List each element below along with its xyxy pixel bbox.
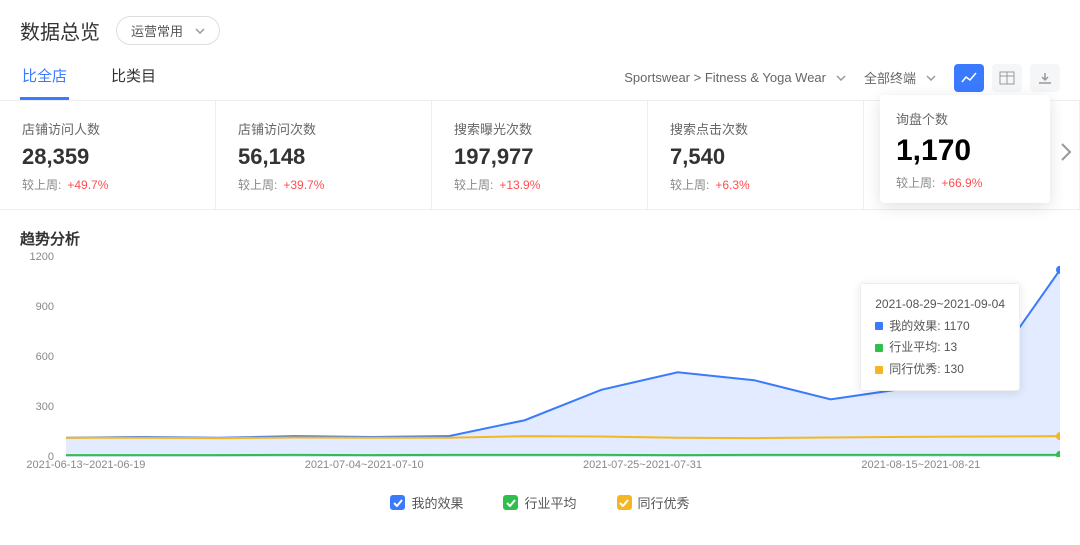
metric-label: 搜索点击次数 [670,119,843,138]
tooltip-dot [875,366,883,374]
end-marker [1056,266,1060,274]
metric-card-2[interactable]: 搜索曝光次数 197,977 较上周:+13.9% [432,101,648,209]
tooltip-text: 同行优秀: 130 [889,359,964,381]
y-tick: 300 [36,401,54,413]
metric-label: 询盘个数 [896,109,1034,128]
metric-delta: +49.7% [67,178,108,192]
x-tick: 2021-06-13~2021-06-19 [26,459,145,471]
tab-1[interactable]: 比类目 [109,55,158,100]
metric-compare: 较上周:+66.9% [896,174,1034,191]
x-tick: 2021-08-15~2021-08-21 [861,459,980,471]
y-tick: 600 [36,351,54,363]
metric-label: 店铺访问次数 [238,119,411,138]
tooltip-row: 行业平均: 13 [875,337,1005,359]
legend-checkbox[interactable] [390,495,405,510]
trend-chart-section: 趋势分析 03006009001200 2021-08-29~2021-09-0… [0,210,1080,522]
tooltip-dot [875,322,883,330]
metric-value: 56,148 [238,144,411,170]
x-tick: 2021-07-04~2021-07-10 [305,459,424,471]
legend-label: 同行优秀 [638,493,690,512]
check-icon [506,499,516,507]
tabs-left: 比全店比类目 [20,55,158,100]
terminal-label: 全部终端 [864,68,916,87]
chart-tooltip: 2021-08-29~2021-09-04我的效果: 1170行业平均: 13同… [860,283,1020,391]
table-view-button[interactable] [992,64,1022,92]
tooltip-date: 2021-08-29~2021-09-04 [875,294,1005,316]
check-icon [619,499,629,507]
tab-0[interactable]: 比全店 [20,55,69,100]
y-tick: 1200 [30,251,54,263]
metrics-next-arrow[interactable] [1060,142,1072,168]
x-tick: 2021-07-25~2021-07-31 [583,459,702,471]
export-button[interactable] [1030,64,1060,92]
page-header: 数据总览 运营常用 [0,0,1080,55]
chart-plot: 2021-08-29~2021-09-04我的效果: 1170行业平均: 13同… [66,265,1060,457]
y-tick: 900 [36,301,54,313]
legend-item-0[interactable]: 我的效果 [390,493,463,512]
view-dropdown[interactable]: 运营常用 [116,16,220,45]
legend-checkbox[interactable] [503,495,518,510]
metric-value: 197,977 [454,144,627,170]
metric-value: 28,359 [22,144,195,170]
legend-item-1[interactable]: 行业平均 [503,493,576,512]
tooltip-row: 我的效果: 1170 [875,316,1005,338]
tooltip-dot [875,344,883,352]
tooltip-row: 同行优秀: 130 [875,359,1005,381]
metrics-row: 店铺访问人数 28,359 较上周:+49.7% 店铺访问次数 56,148 较上周:+3… [0,101,1080,210]
chevron-down-icon [836,75,846,81]
metric-value: 1,170 [896,134,1034,168]
chart-view-button[interactable] [954,64,984,92]
metric-card-5[interactable]: 询盘个数 1,170 较上周:+66.9% [880,95,1050,203]
view-dropdown-label: 运营常用 [131,21,183,40]
metric-delta: +13.9% [499,178,540,192]
legend-label: 我的效果 [411,493,463,512]
terminal-dropdown[interactable]: 全部终端 [864,68,936,87]
metric-delta: +39.7% [283,178,324,192]
metric-value: 7,540 [670,144,843,170]
chart-legend: 我的效果 行业平均 同行优秀 [20,487,1060,522]
download-icon [1037,71,1053,85]
check-icon [393,499,403,507]
metric-card-0[interactable]: 店铺访问人数 28,359 较上周:+49.7% [0,101,216,209]
tabs-right: Sportswear > Fitness & Yoga Wear 全部终端 [624,64,1060,92]
metric-label: 店铺访问人数 [22,119,195,138]
view-mode-group [954,64,1060,92]
page-title: 数据总览 [20,16,100,45]
chart-title: 趋势分析 [20,228,1060,249]
metric-delta: +66.9% [941,176,982,190]
tooltip-text: 我的效果: 1170 [889,316,969,338]
legend-checkbox[interactable] [617,495,632,510]
x-axis: 2021-06-13~2021-06-192021-07-04~2021-07-… [66,459,1060,479]
tooltip-text: 行业平均: 13 [889,337,957,359]
metric-delta: +6.3% [715,178,749,192]
metric-compare: 较上周:+39.7% [238,176,411,193]
line-chart-icon [961,71,977,85]
metric-compare: 较上周:+6.3% [670,176,843,193]
chevron-down-icon [926,75,936,81]
metric-compare: 较上周:+49.7% [22,176,195,193]
metric-label: 搜索曝光次数 [454,119,627,138]
chevron-right-icon [1060,142,1072,162]
chevron-down-icon [195,28,205,34]
chart-wrap: 03006009001200 2021-08-29~2021-09-04我的效果… [20,257,1060,487]
metric-compare: 较上周:+13.9% [454,176,627,193]
breadcrumb-text: Sportswear > Fitness & Yoga Wear [624,70,826,85]
metric-card-3[interactable]: 搜索点击次数 7,540 较上周:+6.3% [648,101,864,209]
category-breadcrumb-dropdown[interactable]: Sportswear > Fitness & Yoga Wear [624,70,846,85]
legend-item-2[interactable]: 同行优秀 [617,493,690,512]
y-axis: 03006009001200 [20,257,60,457]
metric-card-1[interactable]: 店铺访问次数 56,148 较上周:+39.7% [216,101,432,209]
table-icon [999,71,1015,85]
legend-label: 行业平均 [524,493,576,512]
